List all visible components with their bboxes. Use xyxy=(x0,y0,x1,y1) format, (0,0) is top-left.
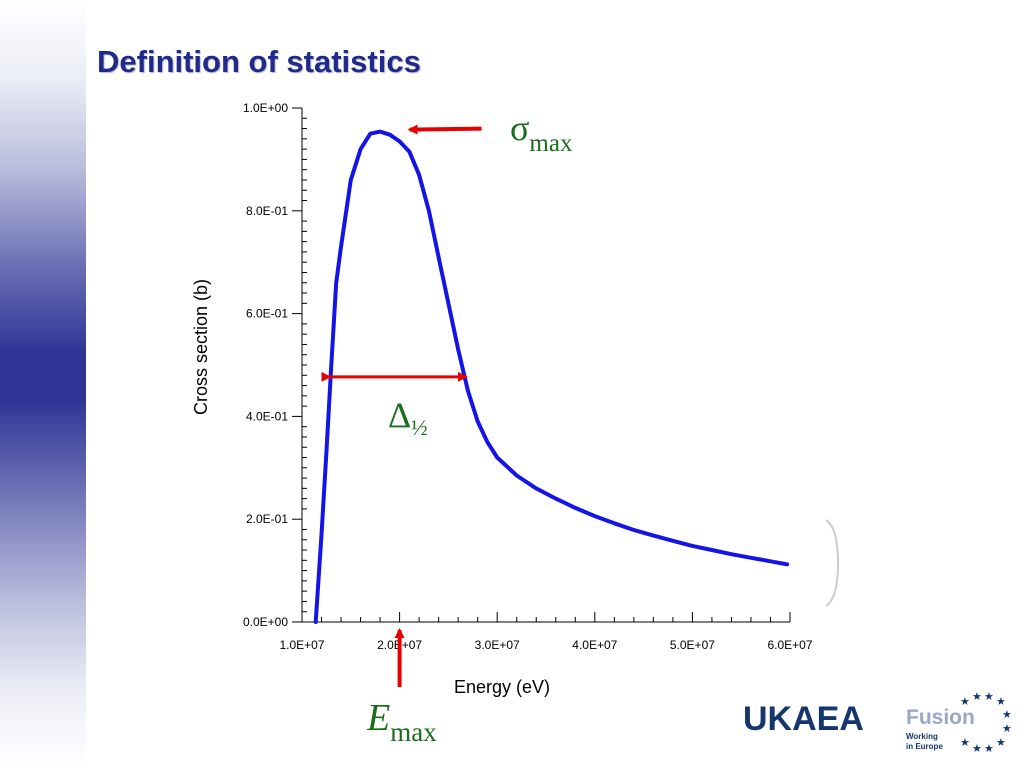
sigma-symbol: σ xyxy=(510,108,529,148)
svg-text:★: ★ xyxy=(960,695,970,708)
svg-text:★: ★ xyxy=(972,742,982,755)
fusion-wordmark: Fusion xyxy=(906,706,975,729)
delta-subscript: ½ xyxy=(411,415,428,440)
axes xyxy=(301,108,790,623)
x-tick-label: 6.0E+07 xyxy=(767,638,812,652)
e-symbol: E xyxy=(366,697,390,739)
annotations: σmax Δ½ Emax xyxy=(321,108,573,747)
fusion-tagline-1: Working xyxy=(906,732,938,741)
e-max-label: Emax xyxy=(366,697,437,747)
slide-title: Definition of statistics xyxy=(97,44,421,79)
axis-ticks xyxy=(292,107,791,623)
sigma-max-label: σmax xyxy=(510,108,573,157)
y-tick-label: 4.0E-01 xyxy=(246,409,288,423)
delta-symbol: Δ xyxy=(388,395,411,435)
ukaea-logo: UKAEA xyxy=(743,700,864,738)
e-subscript: max xyxy=(390,717,437,747)
fusion-logo: ★ ★ ★ ★ ★ ★ ★ ★ ★ ★ Fusion Working in Europe xyxy=(902,688,1014,758)
svg-text:★: ★ xyxy=(996,736,1006,749)
y-tick-label: 6.0E-01 xyxy=(246,307,288,321)
x-tick-label: 3.0E+07 xyxy=(475,638,520,652)
svg-text:★: ★ xyxy=(1002,708,1012,721)
svg-text:★: ★ xyxy=(984,742,994,755)
eu-stars-icon: ★ ★ ★ ★ ★★ ★★ ★★ xyxy=(960,690,1012,755)
svg-text:★: ★ xyxy=(1002,722,1012,735)
sigma-subscript: max xyxy=(529,130,573,157)
bracket-decoration xyxy=(825,519,840,607)
sigma-max-arrow xyxy=(407,124,482,135)
y-axis-title: Cross section (b) xyxy=(191,279,211,415)
x-tick-label: 4.0E+07 xyxy=(572,638,617,652)
y-tick-label: 8.0E-01 xyxy=(246,204,288,218)
y-tick-label: 2.0E-01 xyxy=(246,512,288,526)
delta-half-label: Δ½ xyxy=(388,395,428,440)
fusion-tagline-2: in Europe xyxy=(906,742,943,751)
axis-tick-labels: 0.0E+00 2.0E-01 4.0E-01 6.0E-01 8.0E-01 1.0E+… xyxy=(243,101,813,652)
x-tick-label: 1.0E+07 xyxy=(279,638,324,652)
x-tick-label: 5.0E+07 xyxy=(670,638,715,652)
svg-text:★: ★ xyxy=(996,695,1006,708)
svg-text:★: ★ xyxy=(960,736,970,749)
side-gradient-bar xyxy=(0,0,86,768)
svg-text:★: ★ xyxy=(972,690,982,703)
cross-section-curve xyxy=(313,129,790,624)
svg-text:★: ★ xyxy=(984,690,994,703)
y-tick-label: 0.0E+00 xyxy=(243,615,288,629)
y-tick-label: 1.0E+00 xyxy=(243,101,288,115)
x-axis-title: Energy (eV) xyxy=(454,677,550,697)
